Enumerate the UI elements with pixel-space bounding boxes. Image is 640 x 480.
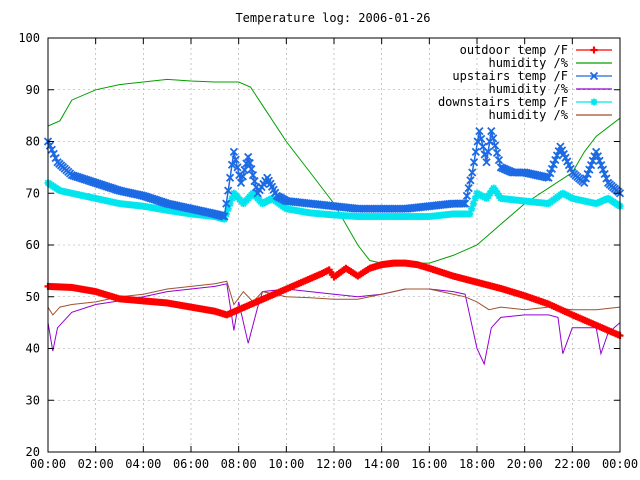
data-point xyxy=(225,173,235,182)
data-point xyxy=(602,174,611,183)
data-point xyxy=(245,158,254,168)
data-point xyxy=(547,164,557,173)
data-point xyxy=(492,148,502,158)
data-point xyxy=(598,165,608,174)
data-point xyxy=(231,155,240,164)
series-4 xyxy=(44,179,624,223)
y-tick-label: 30 xyxy=(26,393,40,407)
legend-label: downstairs temp /F xyxy=(438,95,568,109)
x-tick-label: 00:00 xyxy=(602,457,638,471)
data-point xyxy=(600,169,609,179)
data-point xyxy=(475,127,484,136)
data-point xyxy=(592,147,601,156)
data-point xyxy=(597,161,606,170)
x-tick-label: 04:00 xyxy=(125,457,161,471)
legend-label: humidity /% xyxy=(489,56,569,70)
data-point xyxy=(459,199,468,208)
legend-label: outdoor temp /F xyxy=(460,43,568,57)
data-point xyxy=(487,127,496,136)
data-point xyxy=(51,153,60,163)
chart-title: Temperature log: 2006-01-26 xyxy=(235,11,430,25)
series-layer xyxy=(43,78,625,366)
data-point xyxy=(583,169,592,179)
x-tick-label: 10:00 xyxy=(268,457,304,471)
data-point xyxy=(240,165,249,175)
data-point xyxy=(222,199,231,208)
x-tick-label: 12:00 xyxy=(316,457,352,471)
data-point xyxy=(483,147,493,156)
data-point xyxy=(551,155,560,165)
data-point xyxy=(250,177,259,186)
data-point xyxy=(466,176,475,185)
data-point xyxy=(247,164,256,174)
x-tick-label: 18:00 xyxy=(459,457,495,471)
data-point xyxy=(224,186,233,195)
data-point xyxy=(460,199,470,208)
data-point xyxy=(585,165,594,174)
data-point xyxy=(468,168,477,177)
data-point xyxy=(49,149,58,159)
x-tick-label: 02:00 xyxy=(78,457,114,471)
x-tick-label: 14:00 xyxy=(364,457,400,471)
data-point xyxy=(248,171,258,180)
data-point xyxy=(482,158,491,167)
data-point xyxy=(238,172,247,181)
data-point xyxy=(227,160,237,169)
data-point xyxy=(220,212,229,221)
x-tick-label: 08:00 xyxy=(221,457,257,471)
x-tick-label: 16:00 xyxy=(411,457,447,471)
legend-label: upstairs temp /F xyxy=(452,69,568,83)
y-tick-label: 60 xyxy=(26,238,40,252)
legend-marker xyxy=(590,98,598,106)
axis-ticks: 20 30 40 50 60 70 80 90 100 00:00 02:00 04:00 06:00 0… xyxy=(18,31,638,471)
data-point xyxy=(595,156,604,165)
series-3 xyxy=(47,283,621,366)
y-tick-label: 80 xyxy=(26,135,40,149)
data-point xyxy=(593,152,603,161)
data-point xyxy=(47,145,56,154)
data-point xyxy=(244,152,253,162)
data-point xyxy=(489,134,498,143)
y-tick-label: 90 xyxy=(26,83,40,97)
y-tick-label: 20 xyxy=(26,445,40,459)
data-point xyxy=(490,141,500,150)
data-point xyxy=(546,169,555,178)
series-2 xyxy=(43,127,625,221)
x-tick-label: 22:00 xyxy=(554,457,590,471)
data-point xyxy=(586,161,596,170)
legend-marker xyxy=(590,46,598,54)
data-point xyxy=(228,194,236,202)
y-tick-label: 40 xyxy=(26,342,40,356)
data-point xyxy=(580,178,589,188)
y-tick-label: 100 xyxy=(18,31,40,45)
legend-label: humidity /% xyxy=(489,108,569,122)
data-point xyxy=(236,178,246,188)
data-point xyxy=(462,191,472,200)
data-point xyxy=(229,147,239,156)
data-point xyxy=(233,163,242,172)
data-point xyxy=(494,155,504,165)
y-tick-label: 50 xyxy=(26,290,40,304)
data-point xyxy=(477,134,486,144)
data-point xyxy=(471,147,480,156)
data-point xyxy=(544,173,553,182)
series-0 xyxy=(44,259,624,340)
data-point xyxy=(581,174,591,183)
data-point xyxy=(469,158,479,167)
x-tick-label: 20:00 xyxy=(507,457,543,471)
legend-label: humidity /% xyxy=(489,82,569,96)
data-point xyxy=(464,183,473,193)
x-tick-label: 06:00 xyxy=(173,457,209,471)
x-tick-label: 00:00 xyxy=(30,457,66,471)
data-point xyxy=(549,160,558,169)
y-tick-label: 70 xyxy=(26,186,40,200)
series-line xyxy=(47,283,621,366)
legend-marker xyxy=(589,71,599,81)
